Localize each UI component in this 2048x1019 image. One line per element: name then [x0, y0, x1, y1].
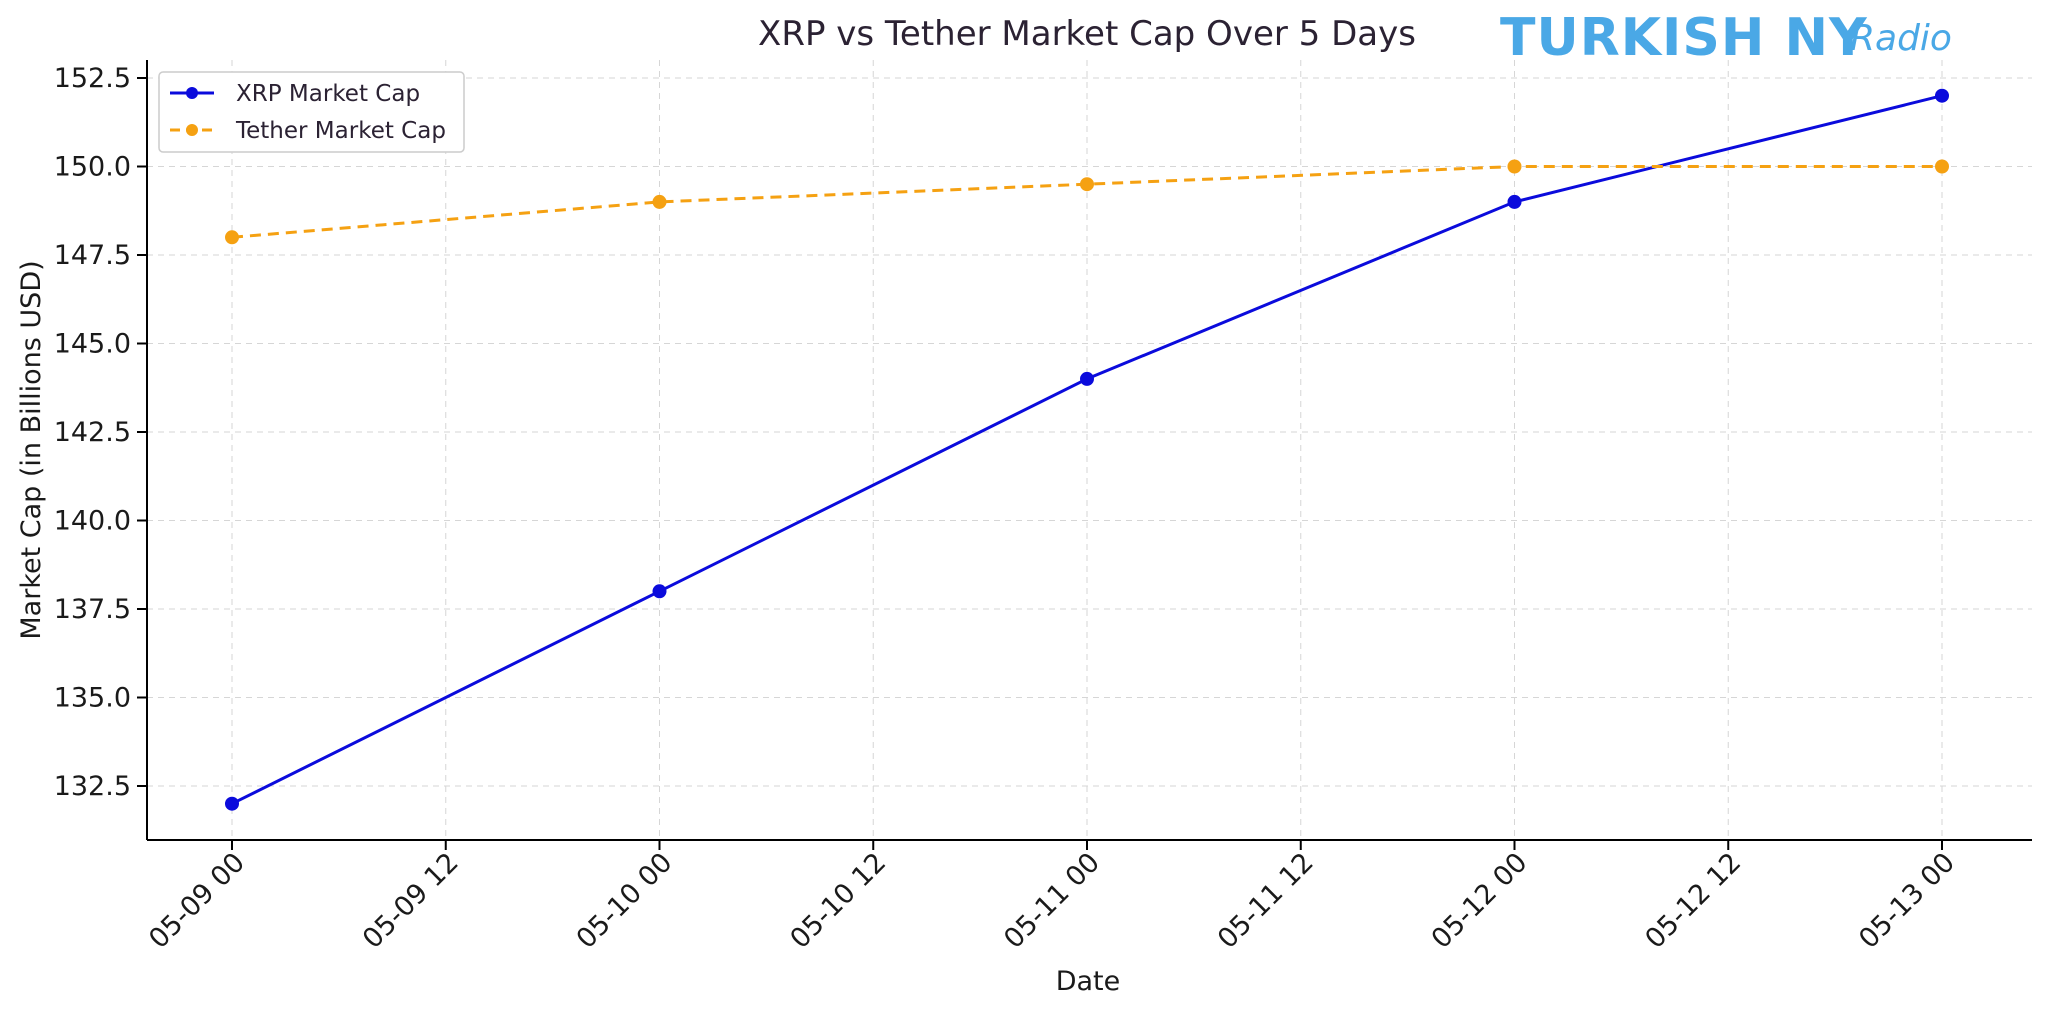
legend-marker-xrp	[186, 87, 198, 99]
x-tick-label: 05-12 12	[1639, 847, 1747, 955]
series-point-1	[652, 194, 667, 209]
legend-marker-tether	[186, 124, 198, 136]
y-tick-label: 135.0	[54, 683, 131, 714]
x-tick-label: 05-10 00	[571, 847, 679, 955]
y-tick-label: 147.5	[54, 240, 131, 271]
series-point-0	[1507, 194, 1522, 209]
y-tick-label: 137.5	[54, 594, 131, 625]
series-point-0	[1080, 371, 1094, 386]
x-tick-label: 05-13 00	[1853, 847, 1961, 955]
x-tick-label: 05-09 12	[357, 847, 465, 955]
x-tick-label: 05-11 00	[998, 847, 1106, 955]
watermark-logo: TURKISH NY Radio	[1500, 8, 1952, 68]
y-tick-label: 150.0	[54, 152, 131, 183]
series-point-0	[225, 796, 239, 811]
legend-label-tether: Tether Market Cap	[235, 118, 446, 144]
series-point-0	[652, 584, 667, 599]
series-point-1	[1507, 159, 1522, 174]
y-axis-label: Market Cap (in Billions USD)	[16, 260, 47, 639]
x-tick-label: 05-11 12	[1212, 847, 1320, 955]
y-tick-label: 152.5	[54, 63, 131, 94]
grid	[147, 60, 2032, 840]
legend: XRP Market Cap Tether Market Cap	[158, 71, 465, 153]
series-point-1	[1080, 177, 1094, 192]
y-ticks: 132.5 135.0 137.5 140.0 142.5 145.0 147.5 150.0…	[54, 63, 147, 802]
watermark-text: TURKISH NY	[1500, 8, 1868, 68]
x-ticks: 05-09 00 05-09 12 05-10 00 05-10 12 05-11 00…	[143, 840, 1961, 955]
legend-box	[158, 71, 465, 153]
chart-title: XRP vs Tether Market Cap Over 5 Days	[758, 14, 1416, 54]
series-point-1	[1935, 159, 1949, 174]
y-tick-label: 140.0	[54, 506, 131, 537]
axes	[146, 60, 2032, 841]
x-axis-label: Date	[1056, 966, 1121, 997]
x-tick-label: 05-12 00	[1426, 847, 1534, 955]
series-point-1	[225, 230, 239, 245]
y-tick-label: 145.0	[54, 329, 131, 360]
legend-label-xrp: XRP Market Cap	[236, 81, 420, 107]
y-tick-label: 132.5	[54, 771, 131, 802]
y-tick-label: 142.5	[54, 417, 131, 448]
watermark-script: Radio	[1850, 18, 1952, 59]
series-point-0	[1935, 88, 1949, 103]
x-tick-label: 05-09 00	[143, 847, 251, 955]
series	[225, 88, 1949, 811]
x-tick-label: 05-10 12	[784, 847, 892, 955]
